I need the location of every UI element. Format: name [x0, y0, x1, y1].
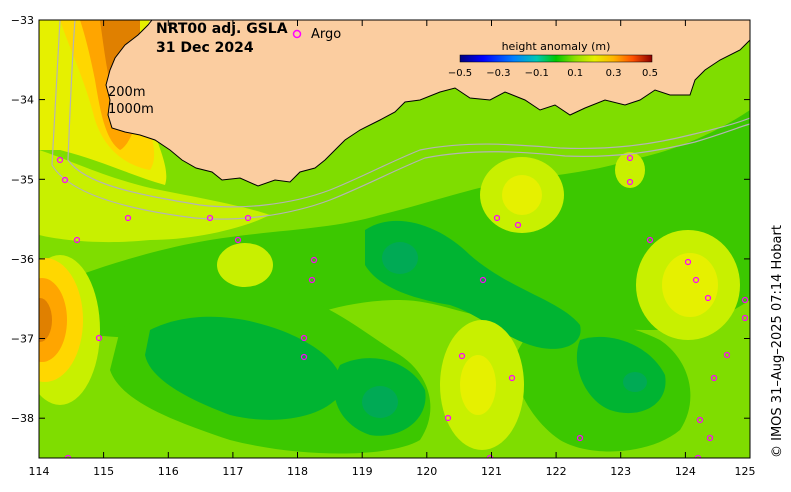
- anomaly-minimum-1: [382, 242, 418, 274]
- isobath-label-200m: 200m: [108, 85, 145, 100]
- argo-float[interactable]: [741, 314, 749, 322]
- isobath-label-1000m: 1000m: [108, 102, 154, 117]
- argo-float[interactable]: [704, 294, 712, 302]
- argo-float[interactable]: [95, 334, 103, 342]
- y-tick-label: −33: [11, 14, 34, 27]
- argo-float[interactable]: [684, 258, 692, 266]
- map-title-date: 31 Dec 2024: [156, 40, 254, 56]
- argo-float[interactable]: [234, 236, 242, 244]
- anomaly-core-east: [662, 253, 718, 317]
- map-title-product: NRT00 adj. GSLA: [156, 21, 288, 37]
- anomaly-low-west: [145, 316, 342, 420]
- y-tick-label: −37: [11, 333, 34, 346]
- y-tick-label: −38: [11, 412, 34, 425]
- argo-float[interactable]: [646, 236, 654, 244]
- argo-float[interactable]: [300, 353, 308, 361]
- argo-float[interactable]: [479, 276, 487, 284]
- argo-float[interactable]: [61, 176, 69, 184]
- argo-legend-label: Argo: [311, 27, 341, 42]
- argo-float[interactable]: [692, 276, 700, 284]
- argo-float[interactable]: [723, 351, 731, 359]
- argo-float[interactable]: [486, 454, 494, 461]
- argo-float[interactable]: [308, 276, 316, 284]
- anomaly-high-117: [217, 243, 273, 287]
- argo-float[interactable]: [300, 334, 308, 342]
- x-tick-label: 121: [481, 465, 502, 478]
- argo-float[interactable]: [244, 214, 252, 222]
- anomaly-minimum-3: [623, 372, 647, 392]
- argo-float[interactable]: [444, 414, 452, 422]
- colorbar-tick: −0.3: [486, 68, 510, 79]
- argo-float[interactable]: [626, 178, 634, 186]
- y-tick-label: −36: [11, 253, 34, 266]
- argo-float[interactable]: [741, 296, 749, 304]
- coastline: [105, 20, 750, 187]
- x-tick-label: 117: [222, 465, 243, 478]
- x-tick-label: 118: [287, 465, 308, 478]
- argo-float[interactable]: [310, 256, 318, 264]
- anomaly-minimum-2: [362, 386, 398, 418]
- y-axis: −33 −34 −35 −36 −37 −38: [11, 14, 750, 425]
- isobath-1000m: [51, 20, 750, 220]
- argo-float[interactable]: [694, 454, 702, 461]
- argo-float[interactable]: [64, 454, 72, 461]
- argo-legend: Argo: [292, 27, 341, 42]
- argo-float[interactable]: [124, 214, 132, 222]
- colorbar-tick: 0.3: [606, 68, 622, 79]
- argo-float[interactable]: [710, 374, 718, 382]
- argo-float[interactable]: [706, 434, 714, 442]
- isobath-200m: [67, 20, 750, 208]
- colorbar: [459, 54, 653, 63]
- x-tick-label: 114: [29, 465, 50, 478]
- colorbar-tick: −0.5: [448, 68, 472, 79]
- y-tick-label: −34: [11, 94, 34, 107]
- anomaly-warm-west-edge-inner: [39, 278, 67, 362]
- imos-credit: © IMOS 31–Aug–2025 07:14 Hobart: [770, 225, 785, 458]
- argo-float[interactable]: [493, 214, 501, 222]
- argo-float[interactable]: [206, 214, 214, 222]
- colorbar-tick: 0.5: [642, 68, 658, 79]
- x-tick-label: 122: [546, 465, 567, 478]
- anomaly-core-center-north: [502, 175, 542, 215]
- y-tick-label: −35: [11, 173, 34, 186]
- x-tick-label: 123: [610, 465, 631, 478]
- x-tick-label: 124: [675, 465, 696, 478]
- argo-floats: [56, 154, 749, 461]
- argo-float[interactable]: [56, 156, 64, 164]
- anomaly-low-center: [365, 220, 581, 349]
- anomaly-core-south: [460, 355, 496, 415]
- argo-float[interactable]: [626, 154, 634, 162]
- argo-float[interactable]: [576, 434, 584, 442]
- colorbar-legend: height anomaly (m) −0.5 −0.3 −0.1 0.1 0.…: [448, 40, 658, 79]
- colorbar-title: height anomaly (m): [502, 40, 611, 53]
- plot-frame: [38, 19, 751, 459]
- anomaly-high-123: [615, 152, 645, 188]
- anomaly-low-east: [576, 336, 666, 414]
- argo-float[interactable]: [514, 221, 522, 229]
- x-axis: 114 115 116 117 118 119 120 121 122 123 …: [29, 20, 756, 478]
- x-tick-label: 119: [352, 465, 373, 478]
- x-tick-label: 125: [735, 465, 756, 478]
- colorbar-tick: −0.1: [525, 68, 549, 79]
- colorbar-tick: 0.1: [567, 68, 583, 79]
- anomaly-warm-west-edge-core: [39, 298, 52, 342]
- map-plot-area: [39, 20, 750, 461]
- argo-float[interactable]: [458, 352, 466, 360]
- argo-float[interactable]: [73, 236, 81, 244]
- x-tick-label: 116: [158, 465, 179, 478]
- argo-float[interactable]: [696, 416, 704, 424]
- argo-float[interactable]: [508, 374, 516, 382]
- x-tick-label: 115: [93, 465, 114, 478]
- argo-legend-marker-icon: [292, 29, 302, 39]
- x-tick-label: 120: [416, 465, 437, 478]
